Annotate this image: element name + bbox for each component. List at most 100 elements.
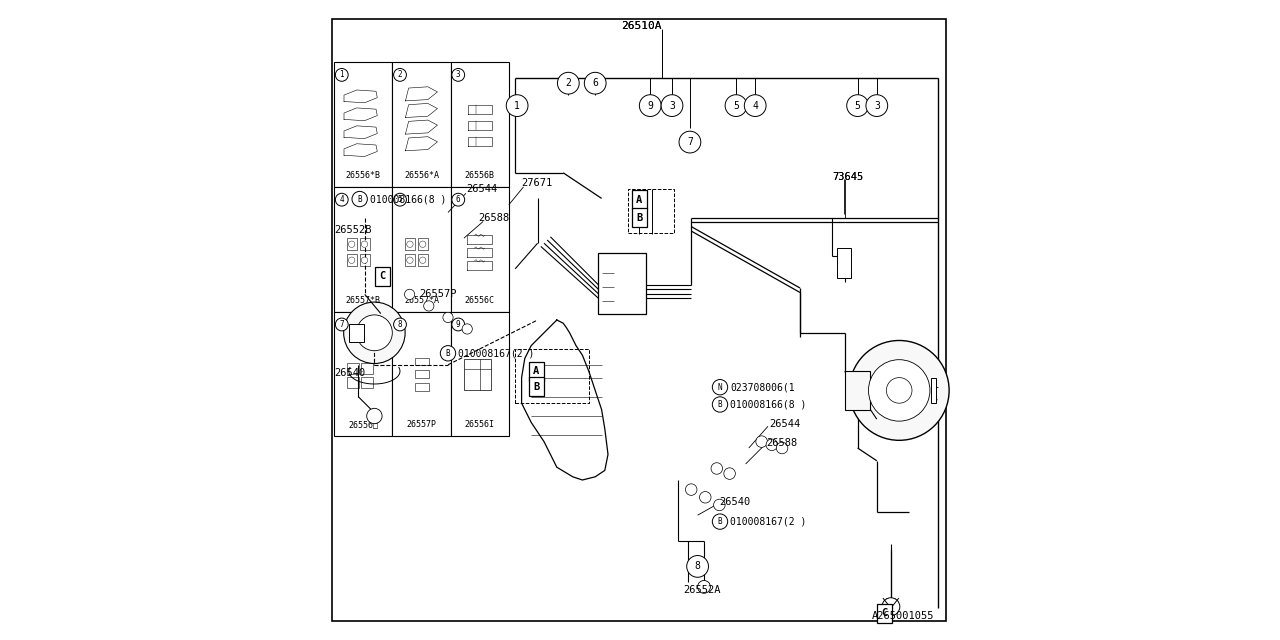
Bar: [360, 239, 370, 250]
Circle shape: [686, 556, 709, 577]
Text: 7: 7: [687, 137, 692, 147]
Bar: [419, 255, 428, 266]
Circle shape: [847, 95, 869, 116]
Bar: [406, 255, 415, 266]
Circle shape: [443, 312, 453, 323]
Text: B: B: [718, 400, 722, 409]
Text: 26552B: 26552B: [334, 225, 371, 236]
Text: 26557*A: 26557*A: [404, 296, 439, 305]
Circle shape: [356, 315, 392, 351]
Circle shape: [678, 131, 701, 153]
Circle shape: [699, 492, 712, 503]
Circle shape: [420, 241, 426, 248]
Text: 6: 6: [456, 195, 461, 204]
Circle shape: [640, 95, 662, 116]
Text: 26557P: 26557P: [407, 420, 436, 429]
Bar: [375, 267, 390, 286]
Circle shape: [420, 257, 426, 264]
Circle shape: [462, 324, 472, 334]
Circle shape: [352, 191, 367, 207]
Circle shape: [724, 95, 748, 116]
Circle shape: [407, 241, 413, 248]
Circle shape: [404, 289, 415, 300]
Bar: [451, 312, 509, 436]
Bar: [932, 378, 937, 403]
Text: 26544: 26544: [769, 419, 800, 429]
Circle shape: [452, 193, 465, 206]
Text: 73645: 73645: [832, 172, 863, 182]
Bar: [845, 371, 870, 410]
Circle shape: [440, 346, 456, 361]
Text: 010008166(8 ): 010008166(8 ): [370, 194, 447, 204]
Text: 8: 8: [695, 561, 700, 572]
Bar: [392, 312, 451, 436]
Bar: [415, 383, 429, 391]
Circle shape: [887, 378, 911, 403]
Text: C: C: [882, 608, 887, 618]
Text: 4: 4: [753, 100, 758, 111]
Text: 26540: 26540: [719, 497, 750, 507]
Circle shape: [698, 580, 710, 593]
Text: 010008167(2 ): 010008167(2 ): [458, 348, 535, 358]
Circle shape: [407, 257, 413, 264]
Text: 3: 3: [874, 100, 879, 111]
Bar: [463, 359, 490, 390]
Circle shape: [394, 193, 407, 206]
Circle shape: [745, 95, 765, 116]
Circle shape: [335, 193, 348, 206]
Circle shape: [366, 408, 381, 424]
Bar: [451, 187, 509, 312]
Text: 26557*B: 26557*B: [346, 296, 380, 305]
Text: 73645: 73645: [832, 172, 863, 182]
Bar: [632, 190, 648, 209]
Bar: [347, 378, 358, 388]
Text: A: A: [534, 366, 539, 376]
Bar: [347, 255, 357, 266]
Circle shape: [765, 439, 777, 451]
Bar: [406, 239, 415, 250]
Text: 8: 8: [398, 320, 402, 329]
Circle shape: [348, 257, 355, 264]
Text: 26556*A: 26556*A: [404, 171, 439, 180]
Circle shape: [335, 68, 348, 81]
Circle shape: [713, 380, 727, 395]
Text: 023708006(1: 023708006(1: [730, 382, 795, 392]
Text: 1: 1: [515, 100, 520, 111]
Circle shape: [361, 241, 367, 248]
Circle shape: [507, 95, 529, 116]
Bar: [516, 349, 589, 403]
Bar: [392, 187, 451, 312]
Circle shape: [452, 68, 465, 81]
Bar: [632, 208, 648, 227]
Circle shape: [776, 442, 788, 454]
Text: 26588: 26588: [479, 212, 509, 223]
Bar: [451, 62, 509, 187]
Bar: [419, 239, 428, 250]
Text: 1: 1: [339, 70, 344, 79]
Bar: [360, 255, 370, 266]
Bar: [415, 358, 429, 365]
Text: 26510A: 26510A: [621, 20, 662, 31]
Bar: [627, 189, 673, 233]
Text: 27671: 27671: [522, 178, 553, 188]
Circle shape: [755, 436, 767, 447]
Bar: [529, 377, 544, 396]
Circle shape: [713, 397, 727, 412]
Circle shape: [850, 340, 950, 440]
Circle shape: [452, 318, 465, 331]
Circle shape: [724, 468, 736, 479]
Text: 26556□: 26556□: [348, 420, 378, 429]
Text: 26540: 26540: [334, 368, 365, 378]
Bar: [334, 312, 392, 436]
Bar: [361, 378, 372, 388]
Circle shape: [424, 301, 434, 311]
Text: 26552A: 26552A: [684, 585, 721, 595]
Text: B: B: [534, 381, 539, 392]
Circle shape: [714, 499, 724, 511]
Text: 26556I: 26556I: [465, 420, 494, 429]
Circle shape: [558, 72, 579, 94]
Text: 3: 3: [669, 100, 675, 111]
Bar: [348, 324, 365, 342]
Text: A265001055: A265001055: [872, 611, 934, 621]
Text: 7: 7: [339, 320, 344, 329]
